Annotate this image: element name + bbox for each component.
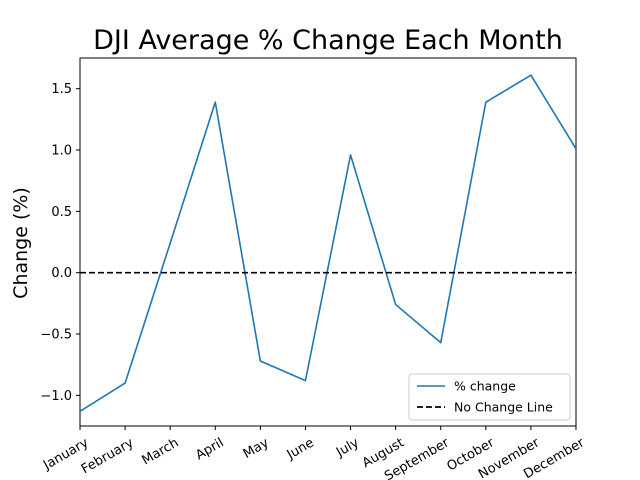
- legend-label: % change: [454, 379, 516, 394]
- y-tick-label: −1.0: [40, 389, 72, 404]
- x-tick-label: July: [333, 435, 362, 460]
- x-tick-label: May: [241, 435, 272, 462]
- chart-title: DJI Average % Change Each Month: [93, 25, 563, 56]
- y-axis-label: Change (%): [10, 187, 32, 299]
- y-tick-label: 1.0: [51, 144, 72, 159]
- x-tick-label: February: [79, 435, 137, 477]
- y-tick-label: 1.5: [51, 82, 72, 97]
- axes-frame: [79, 57, 577, 427]
- x-tick-label: June: [284, 435, 317, 463]
- legend: % change No Change Line: [408, 373, 571, 421]
- x-tick-label: April: [193, 435, 226, 463]
- legend-box: [408, 373, 571, 421]
- series-line-change: [80, 74, 576, 412]
- x-tick-label: March: [140, 435, 182, 468]
- y-tick-label: −0.5: [40, 328, 72, 343]
- legend-label: No Change Line: [454, 400, 553, 415]
- y-tick-label: 0.5: [51, 205, 72, 220]
- y-tick-label: 0.0: [51, 266, 72, 281]
